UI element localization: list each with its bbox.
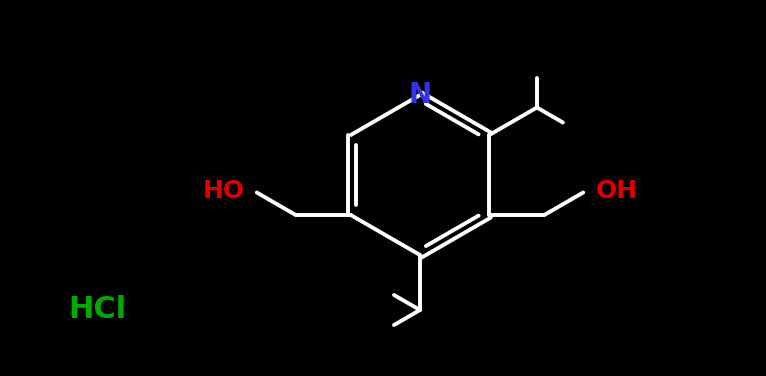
Text: N: N: [408, 81, 431, 109]
Text: HO: HO: [203, 179, 245, 203]
Text: OH: OH: [595, 179, 637, 203]
Text: HCl: HCl: [68, 296, 126, 324]
